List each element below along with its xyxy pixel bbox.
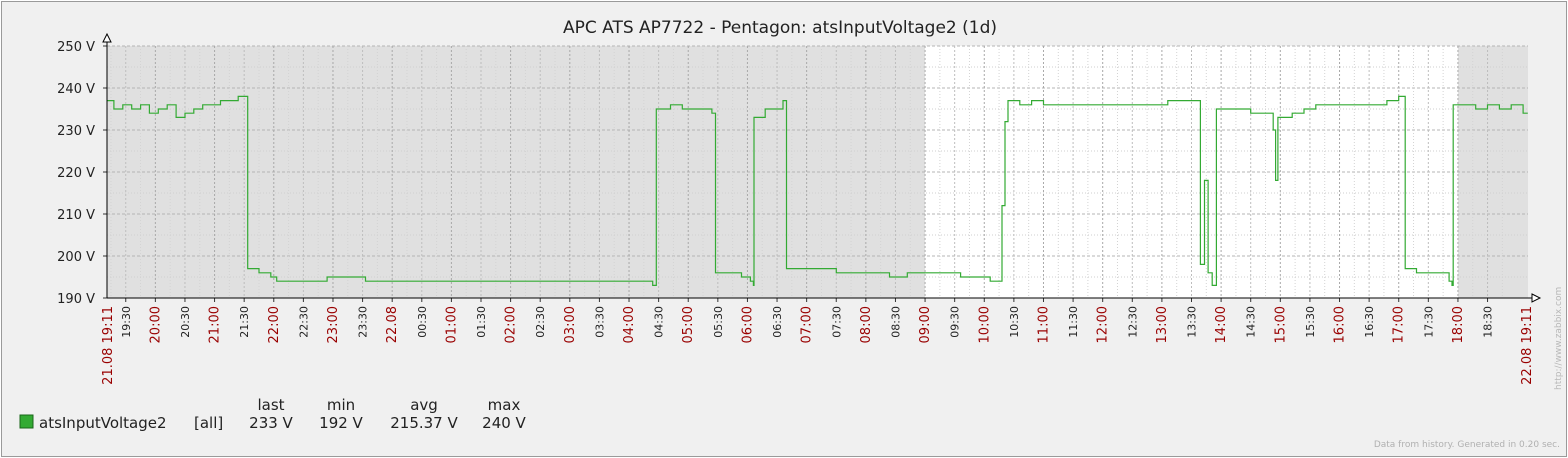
- x-tick-label: 17:30: [1422, 306, 1435, 338]
- y-axis: 190 V 200 V 210 V 220 V 230 V 240 V 250 V: [57, 40, 107, 307]
- x-tick-label-major: 01:00: [444, 306, 459, 343]
- x-axis-arrow: [1531, 293, 1542, 303]
- x-tick-label-major: 23:00: [326, 306, 341, 343]
- series-line-atsInputVoltage2: [106, 95, 1528, 286]
- legend-value-avg: 215.37 V: [390, 414, 458, 432]
- x-tick-label: 02:30: [534, 306, 547, 338]
- x-start-label: 21.08 19:11: [101, 306, 116, 385]
- x-axis: 21.08 19:11 22.08 19:11 19:30 20:00 20:30 21:…: [101, 298, 1535, 385]
- x-tick-label: 10:30: [1008, 306, 1021, 338]
- x-tick-label-major: 22:00: [267, 306, 282, 343]
- x-tick-label: 12:30: [1126, 306, 1139, 338]
- y-tick-label: 250 V: [57, 40, 95, 55]
- chart-title: APC ATS AP7722 - Pentagon: atsInputVolta…: [563, 18, 997, 38]
- grid-lines: [107, 45, 1528, 299]
- x-tick-label: 01:30: [475, 306, 488, 338]
- x-tick-label-major: 06:00: [740, 306, 755, 343]
- x-tick-label-major: 08:00: [859, 306, 874, 343]
- x-tick-label-major: 05:00: [681, 306, 696, 343]
- legend-series-name: atsInputVoltage2: [39, 414, 167, 432]
- x-tick-label-major: 12:00: [1096, 306, 1111, 343]
- x-tick-label: 22:30: [297, 306, 310, 338]
- x-tick-label: 08:30: [889, 306, 902, 338]
- y-axis-arrow: [102, 32, 112, 43]
- x-tick-label-major: 10:00: [977, 306, 992, 343]
- legend-value-min: 192 V: [319, 414, 363, 432]
- x-tick-label: 00:30: [416, 306, 429, 338]
- x-tick-label: 20:30: [179, 306, 192, 338]
- x-tick-label: 15:30: [1304, 306, 1317, 338]
- x-tick-label: 16:30: [1363, 306, 1376, 338]
- x-tick-label: 06:30: [771, 306, 784, 338]
- y-tick-label: 190 V: [57, 292, 95, 307]
- legend-header-avg: avg: [410, 396, 438, 414]
- legend-swatch: [19, 414, 34, 429]
- y-tick-label: 220 V: [57, 166, 95, 181]
- x-tick-label: 05:30: [712, 306, 725, 338]
- y-tick-label: 230 V: [57, 124, 95, 139]
- x-tick-label-major: 22.08: [385, 306, 400, 343]
- x-tick-label-major: 21:00: [208, 306, 223, 343]
- watermark: http://www.zabbix.com: [1554, 287, 1564, 390]
- axis-lines: [102, 32, 1542, 303]
- legend-series-scope: [all]: [194, 414, 223, 432]
- x-tick-label-major: 15:00: [1273, 306, 1288, 343]
- legend-header-max: max: [488, 396, 521, 414]
- x-tick-label-major: 20:00: [148, 306, 163, 343]
- x-tick-label-major: 07:00: [800, 306, 815, 343]
- x-tick-label: 07:30: [830, 306, 843, 338]
- x-tick-label-major: 13:00: [1155, 306, 1170, 343]
- x-tick-label-major: 18:00: [1451, 306, 1466, 343]
- x-tick-label-major: 03:00: [563, 306, 578, 343]
- x-tick-label: 03:30: [593, 306, 606, 338]
- series-layer: [106, 95, 1528, 286]
- x-tick-label: 21:30: [238, 306, 251, 338]
- x-end-label: 22.08 19:11: [1520, 306, 1535, 385]
- x-tick-label: 13:30: [1186, 306, 1199, 338]
- legend: last min avg max atsInputVoltage2 [all] …: [19, 396, 527, 432]
- legend-value-max: 240 V: [482, 414, 526, 432]
- legend-value-last: 233 V: [249, 414, 293, 432]
- x-tick-label-major: 14:00: [1214, 306, 1229, 343]
- x-tick-label: 14:30: [1245, 306, 1258, 338]
- x-tick-label-major: 17:00: [1392, 306, 1407, 343]
- x-tick-label: 11:30: [1067, 306, 1080, 338]
- x-tick-label-major: 11:00: [1036, 306, 1051, 343]
- legend-header-min: min: [327, 396, 355, 414]
- x-tick-label: 18:30: [1482, 306, 1495, 338]
- x-tick-label-major: 16:00: [1333, 306, 1348, 343]
- footer-note: Data from history. Generated in 0.20 sec…: [1374, 440, 1560, 450]
- x-tick-label-major: 04:00: [622, 306, 637, 343]
- y-tick-label: 240 V: [57, 82, 95, 97]
- x-tick-label: 04:30: [653, 306, 666, 338]
- x-tick-label-major: 02:00: [504, 306, 519, 343]
- x-tick-label: 19:30: [120, 306, 133, 338]
- legend-header-last: last: [257, 396, 284, 414]
- x-tick-label: 23:30: [357, 306, 370, 338]
- x-tick-label: 09:30: [949, 306, 962, 338]
- y-tick-label: 200 V: [57, 250, 95, 265]
- y-tick-label: 210 V: [57, 208, 95, 223]
- x-tick-label-major: 09:00: [918, 306, 933, 343]
